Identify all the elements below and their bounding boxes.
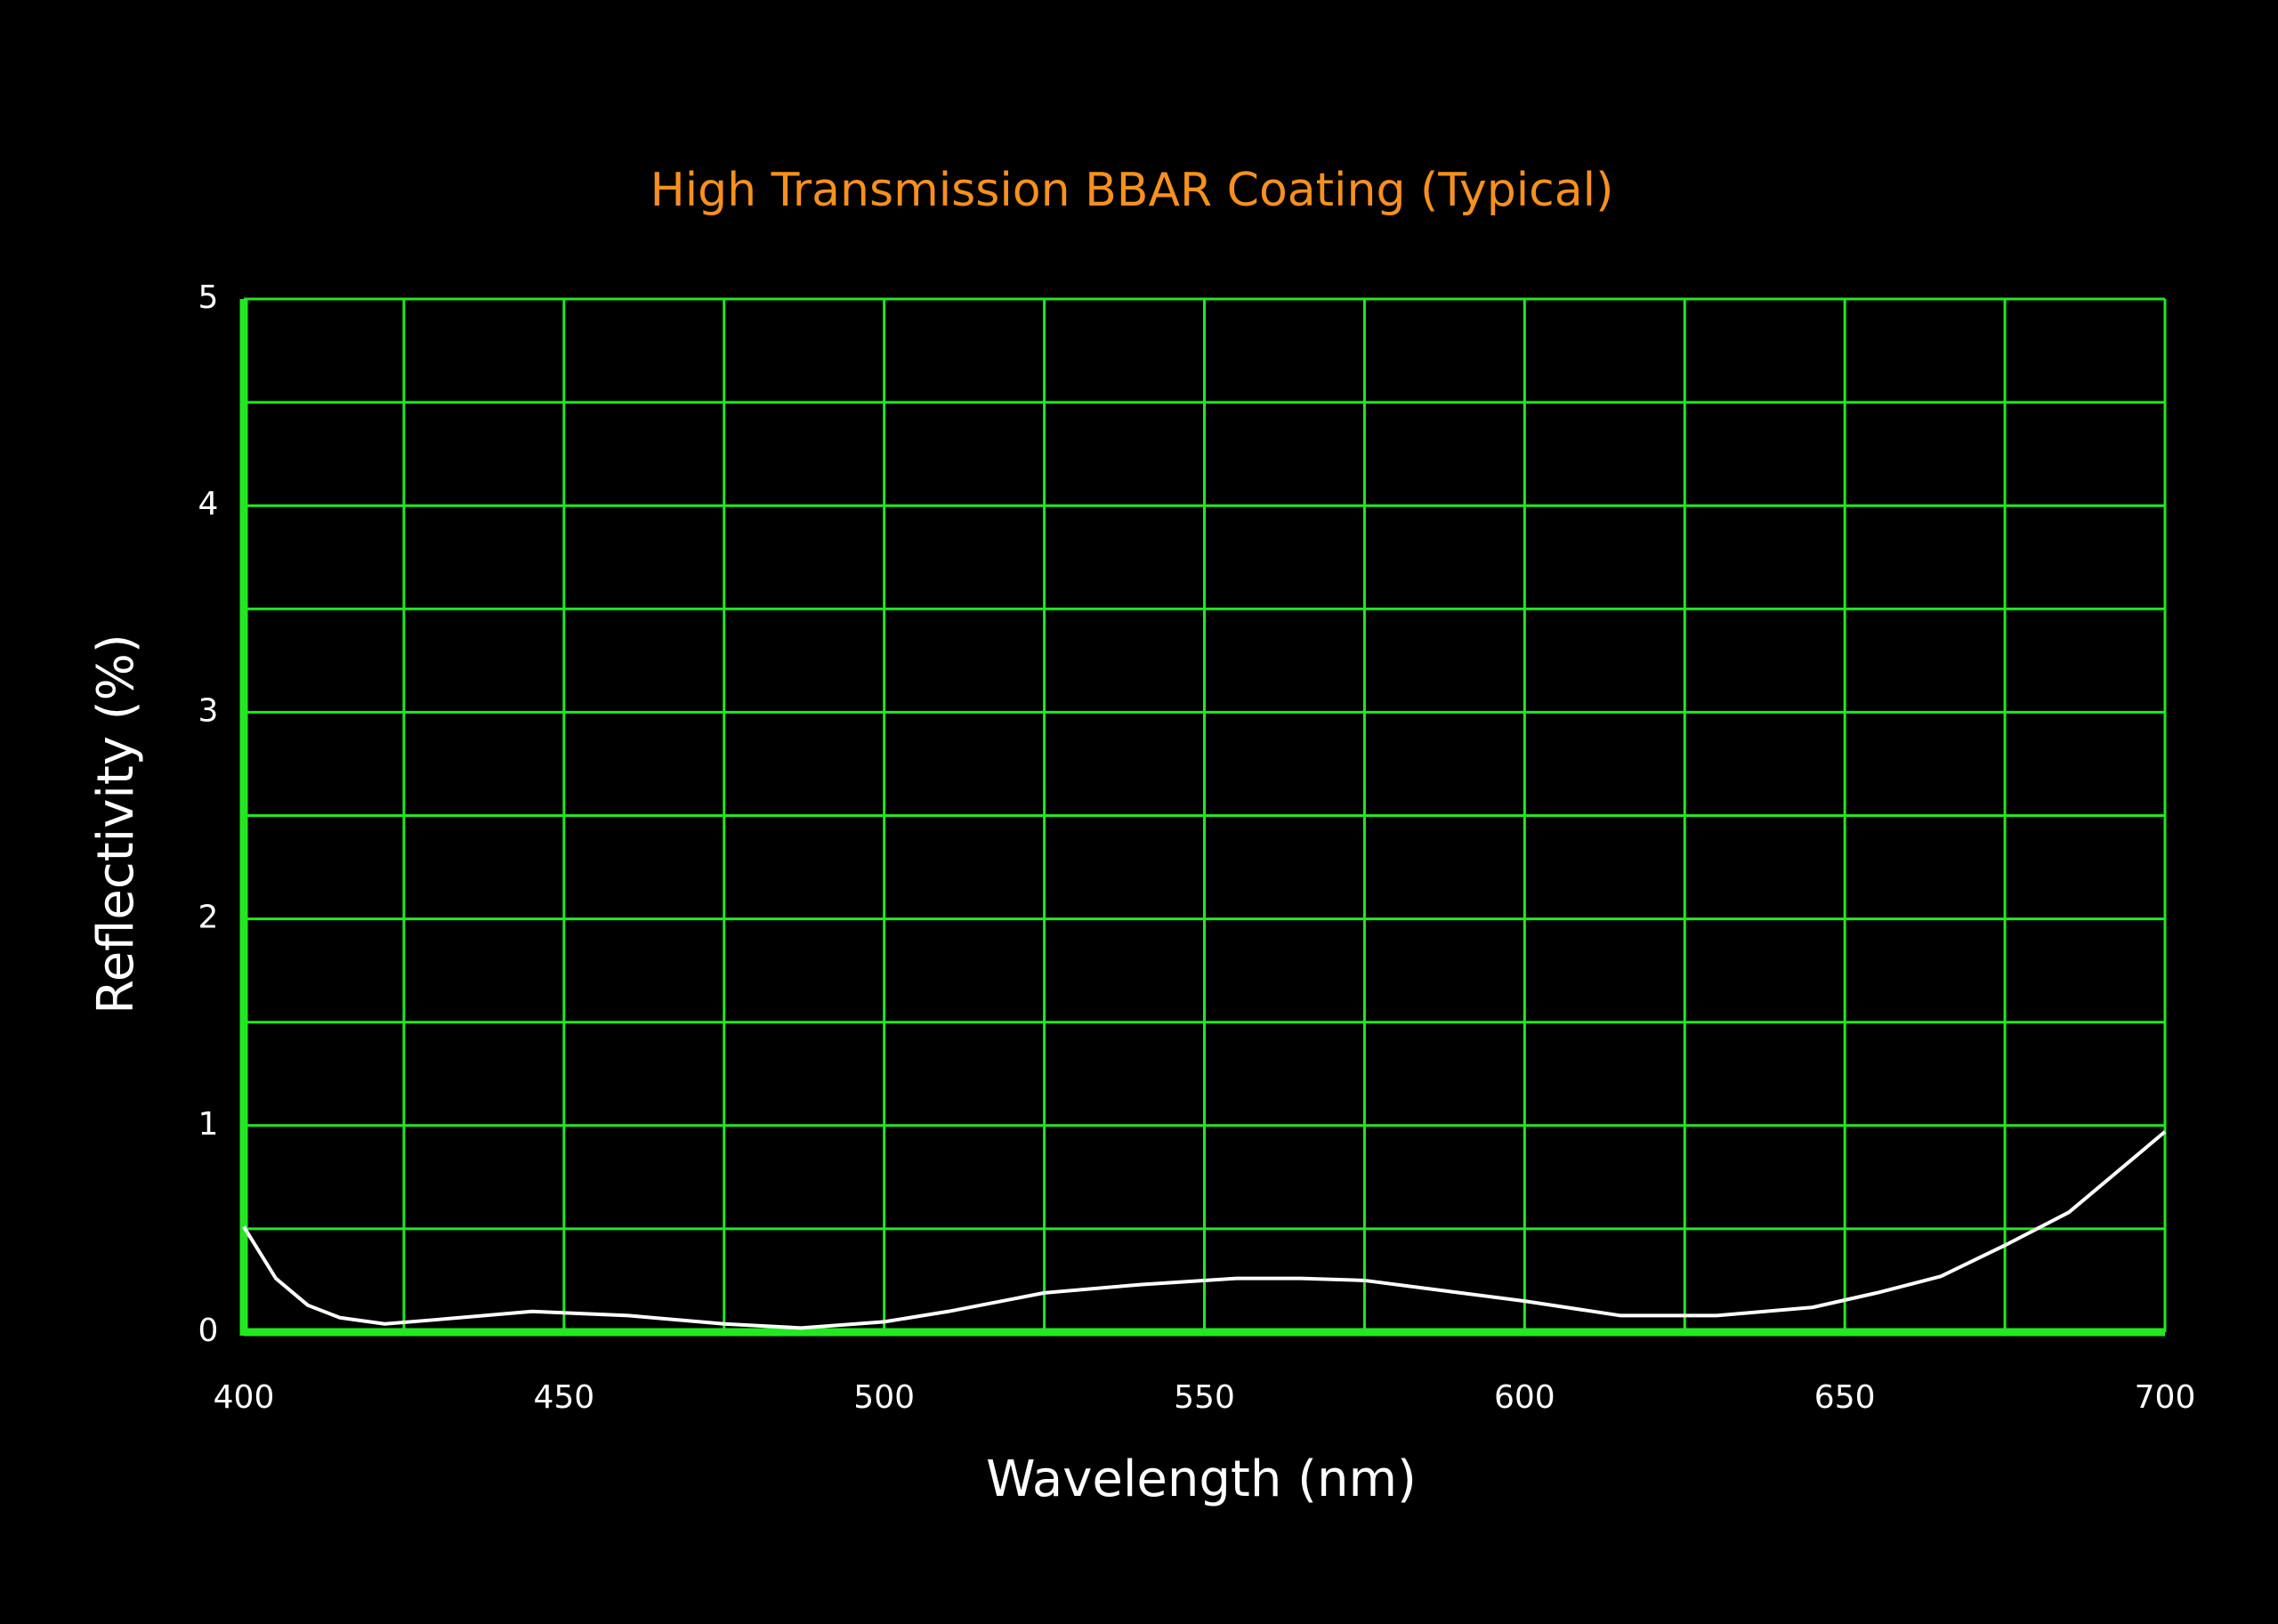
x-tick-label: 500 bbox=[853, 1379, 915, 1416]
x-tick-label: 450 bbox=[533, 1379, 594, 1416]
y-tick-label: 4 bbox=[198, 486, 219, 522]
x-axis-label: Wavelength (nm) bbox=[986, 1450, 1417, 1508]
y-tick-label: 2 bbox=[198, 900, 219, 936]
y-tick-label: 5 bbox=[198, 279, 219, 316]
y-tick-label: 3 bbox=[198, 692, 219, 729]
y-tick-label: 0 bbox=[198, 1313, 219, 1349]
x-tick-label: 650 bbox=[1814, 1379, 1876, 1416]
y-tick-label: 1 bbox=[198, 1106, 219, 1143]
x-tick-label: 550 bbox=[1174, 1379, 1235, 1416]
x-tick-label: 400 bbox=[214, 1379, 275, 1416]
x-tick-label: 600 bbox=[1494, 1379, 1555, 1416]
data-line bbox=[242, 1130, 2167, 1330]
y-axis-label: Reflectivity (%) bbox=[87, 634, 145, 1014]
x-tick-label: 700 bbox=[2135, 1379, 2196, 1416]
chart-title: High Transmission BBAR Coating (Typical) bbox=[650, 164, 1614, 217]
